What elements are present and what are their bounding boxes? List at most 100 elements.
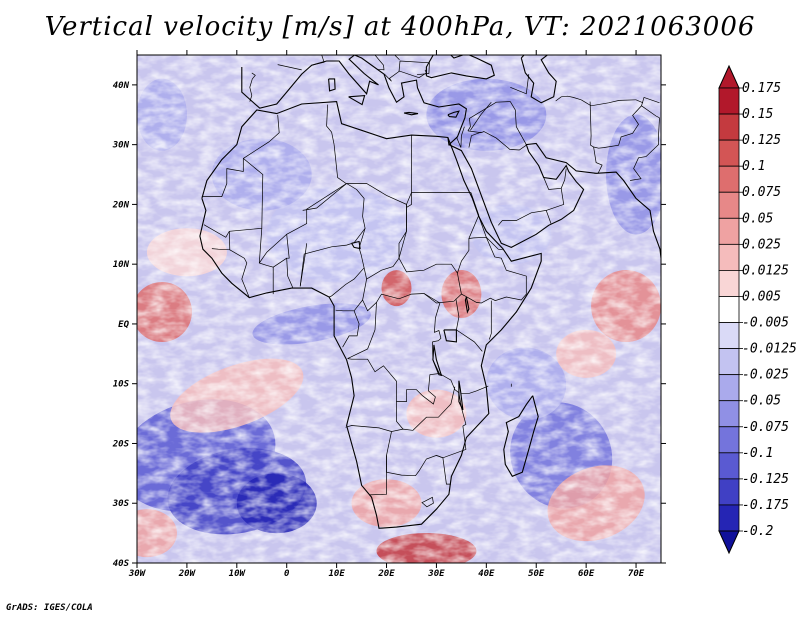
border-line xyxy=(546,188,565,211)
lon-tick-label: 0 xyxy=(284,569,290,579)
border-line xyxy=(418,69,427,78)
colorbar-segment xyxy=(718,139,740,167)
border-line xyxy=(363,207,407,280)
border-line xyxy=(211,231,231,251)
lat-tick-label: 20S xyxy=(112,439,130,449)
lat-tick-label: 20N xyxy=(112,200,130,210)
lon-tick-label: 40E xyxy=(478,569,495,579)
border-line xyxy=(406,192,412,208)
colorbar-label: 0.15 xyxy=(742,107,773,122)
border-line xyxy=(201,158,244,197)
colorbar-segment xyxy=(718,87,740,115)
border-line xyxy=(386,341,467,477)
border-line xyxy=(302,183,347,211)
border-line xyxy=(432,302,442,343)
border-line xyxy=(277,64,302,71)
colorbar-label: -0.1 xyxy=(742,446,773,461)
colorbar-label: -0.05 xyxy=(742,394,781,409)
border-line xyxy=(421,496,434,508)
colorbar-segment xyxy=(718,452,740,480)
border-line xyxy=(311,55,325,66)
colorbar-label: 0.05 xyxy=(742,211,773,226)
border-line xyxy=(641,105,660,119)
border-line xyxy=(369,455,387,496)
lat-tick-label: 40N xyxy=(113,81,130,91)
lat-tick-label: 40S xyxy=(113,559,130,569)
border-line xyxy=(333,144,347,184)
lat-tick-label: 10N xyxy=(113,260,130,270)
border-line xyxy=(467,130,527,151)
border-line xyxy=(581,99,644,107)
europe-coastline xyxy=(241,55,468,146)
credit-text: GrADS: IGES/COLA xyxy=(6,603,93,613)
crete-coastline xyxy=(403,111,419,116)
colorbar-segment xyxy=(718,113,740,141)
colorbar-segment xyxy=(718,165,740,193)
coastline xyxy=(199,55,661,529)
colorbar-segment xyxy=(718,400,740,428)
colorbar-label: -0.075 xyxy=(742,420,789,435)
sicily-coastline xyxy=(348,94,366,106)
colorbar-label: -0.005 xyxy=(742,316,789,331)
border-line xyxy=(273,257,287,268)
border-line xyxy=(203,158,264,238)
border-line xyxy=(465,236,527,304)
chart-title: Vertical velocity [m/s] at 400hPa, VT: 2… xyxy=(44,12,756,42)
colorbar-segment xyxy=(718,296,740,323)
lon-tick-label: 20W xyxy=(178,569,197,579)
border-line xyxy=(299,183,366,287)
country-borders xyxy=(201,55,660,508)
colorbar-label: -0.175 xyxy=(742,498,789,513)
border-line xyxy=(488,300,492,340)
border-line xyxy=(457,192,480,274)
lon-tick-label: 30W xyxy=(128,569,147,579)
colorbar-segment xyxy=(718,348,740,376)
lon-tick-label: 10W xyxy=(229,569,247,579)
colorbar-label: 0.1 xyxy=(742,159,765,174)
border-line xyxy=(345,425,392,432)
border-line xyxy=(467,101,527,145)
colorbar-label: -0.025 xyxy=(742,368,789,383)
border-line xyxy=(342,310,360,348)
arabia-coastline xyxy=(448,142,661,259)
border-line xyxy=(229,249,250,298)
colorbar: 0.175 0.15 0.125 0.1 0.075 0.05 0.025 0.0125 0.0… xyxy=(718,64,797,555)
border-line xyxy=(398,60,430,76)
colorbar-label: -0.2 xyxy=(742,524,773,539)
colorbar-segment xyxy=(718,191,740,219)
border-line xyxy=(347,358,397,402)
border-line xyxy=(630,117,660,181)
colorbar-label: -0.0125 xyxy=(742,342,797,357)
africa-coastline xyxy=(199,101,542,529)
border-line xyxy=(258,228,274,295)
colorbar-label: 0.175 xyxy=(742,81,781,96)
border-line xyxy=(436,455,451,485)
border-line xyxy=(478,216,503,251)
colorbar-label: 0.075 xyxy=(742,185,781,200)
border-line xyxy=(589,96,660,149)
border-line xyxy=(364,55,385,71)
border-line xyxy=(470,101,492,131)
colorbar-segment xyxy=(718,426,740,454)
border-line xyxy=(498,210,552,226)
lon-tick-label: 10E xyxy=(328,569,345,579)
colorbar-label: -0.125 xyxy=(742,472,789,487)
colorbar-label: 0.025 xyxy=(742,237,781,252)
colorbar-segment xyxy=(718,478,740,506)
border-line xyxy=(362,279,441,312)
map-frame xyxy=(136,54,662,564)
border-line xyxy=(398,192,467,297)
lake-outline xyxy=(351,240,361,250)
colorbar-segment xyxy=(718,270,740,297)
border-line xyxy=(326,104,335,145)
velocity-field xyxy=(137,55,661,563)
colorbar-label: 0.005 xyxy=(742,289,781,304)
border-line xyxy=(347,302,377,359)
lon-tick-label: 30E xyxy=(427,569,445,579)
border-line xyxy=(510,74,530,95)
madagascar-coastline xyxy=(503,395,539,477)
lon-tick-label: 50E xyxy=(528,569,545,579)
colorbar-label: 0.125 xyxy=(742,133,781,148)
colorbar-max-arrow xyxy=(718,64,740,89)
